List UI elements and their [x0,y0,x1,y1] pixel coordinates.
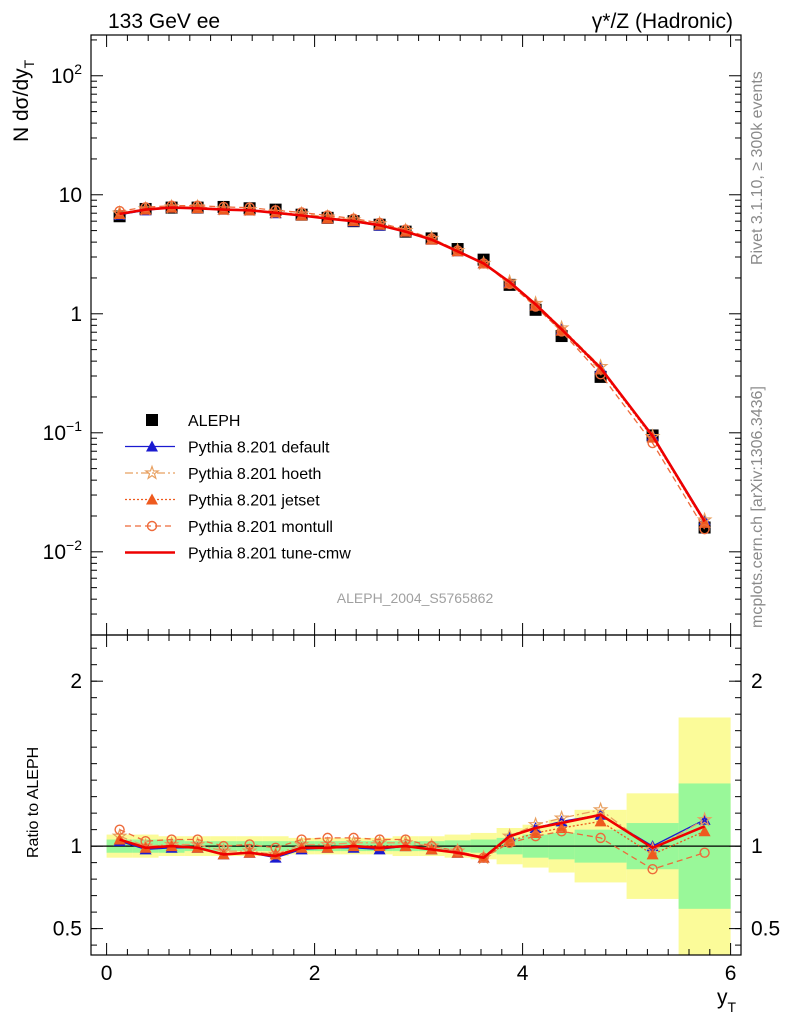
y-tick-label: 10−1 [43,418,83,445]
data-point [296,834,307,845]
data-point [530,301,541,312]
data-point [374,217,385,229]
y-tick-label: 10 [59,184,82,207]
series-pythia-8-201-montull [114,200,710,535]
x-tick-label: 6 [725,962,737,985]
data-point [646,848,659,860]
x-tick-label: 4 [517,962,529,985]
header-left: 133 GeV ee [108,10,220,33]
data-point [192,834,203,845]
data-point [322,210,333,221]
data-point [244,839,255,850]
y-tick-label-right: 0.5 [751,918,780,941]
data-point [348,213,359,224]
series-line [119,829,705,870]
data-point [478,258,489,269]
x-axis-label: yT [717,986,737,1015]
data-point [592,801,609,817]
data-point [556,326,567,337]
data-point [504,837,515,849]
legend: ALEPH Pythia 8.201 default Pythia 8.201 ho… [125,413,351,563]
data-point [140,202,151,213]
series-pythia-8-201-tune-cmw [119,813,706,860]
data-point [218,201,229,213]
top-y-axis-label: N dσ/dyT [10,59,37,142]
x-tick-label: 2 [309,962,321,985]
legend-marker [146,414,158,426]
series-pythia-8-201-montull [114,824,710,875]
legend-marker [146,440,158,452]
data-point [114,205,125,217]
data-point [699,523,710,535]
y-tick-label: 1 [70,835,82,858]
data-point [400,834,411,845]
ratio-plot-frame: 0.5 0.5 1 1 2 2 0 2 4 6 [53,634,780,985]
y-tick-label-right: 2 [751,670,763,693]
data-point [192,200,203,211]
y-tick-label: 1 [70,303,82,326]
legend-label: Pythia 8.201 default [188,440,330,457]
series-line [119,813,706,860]
legend-label: Pythia 8.201 montull [188,519,333,536]
side-rivet-label: Rivet 3.1.10, ≥ 300k events [749,71,766,265]
data-point [594,815,607,827]
header-right: γ*/Z (Hadronic) [592,10,733,33]
data-point [595,832,606,844]
data-point [348,832,359,844]
y-tick-label: 10−2 [43,537,83,564]
data-point [374,834,385,845]
data-point [504,278,515,290]
legend-item: Pythia 8.201 hoeth [125,464,321,483]
series-line [119,206,706,523]
data-point [555,821,568,833]
series-line [119,205,706,530]
data-point [244,202,255,213]
bottom-y-axis-label: Ratio to ALEPH [25,747,42,858]
data-point [218,840,229,852]
legend-item: Pythia 8.201 tune-cmw [125,546,351,563]
series-aleph [113,200,711,534]
data-point [530,831,541,842]
data-point [296,207,307,218]
series-pythia-8-201-tune-cmw [119,206,706,523]
legend-label: Pythia 8.201 jetset [188,493,320,510]
series-line [119,809,705,859]
y-tick-label: 102 [51,61,82,88]
legend-label: Pythia 8.201 tune-cmw [188,546,351,563]
data-point [553,809,570,825]
legend-item: Pythia 8.201 default [125,440,330,457]
legend-label: ALEPH [188,413,240,430]
legend-item: Pythia 8.201 montull [125,519,333,536]
main-plot-frame: 10−2 10−1 1 10 102 [43,34,742,636]
y-tick-label: 0.5 [53,918,82,941]
x-tick-label: 0 [101,962,113,985]
data-point [322,832,333,844]
ratio-series-layer [111,801,713,875]
data-point [647,864,658,875]
data-point [556,826,567,837]
legend-marker [146,493,158,505]
plot-border [90,634,742,956]
legend-item: Pythia 8.201 jetset [125,493,320,510]
data-point [114,824,125,835]
legend-label: Pythia 8.201 hoeth [188,466,321,483]
y-tick-label-right: 1 [751,835,763,858]
watermark: ALEPH_2004_S5765862 [337,590,494,606]
data-point [166,834,177,845]
data-point [698,825,711,837]
main-series-layer [111,198,713,535]
data-point [270,842,281,853]
data-point [696,811,713,827]
side-mcplots-label: mcplots.cern.ch [arXiv:1306.3436] [749,386,766,628]
data-point [140,835,151,847]
legend-item: ALEPH [146,413,240,430]
data-point [699,847,710,858]
legend-marker [146,520,158,532]
y-tick-label: 2 [70,670,82,693]
data-point [166,200,177,211]
data-point [503,835,516,847]
legend-marker [144,464,160,480]
data-point [270,205,281,216]
